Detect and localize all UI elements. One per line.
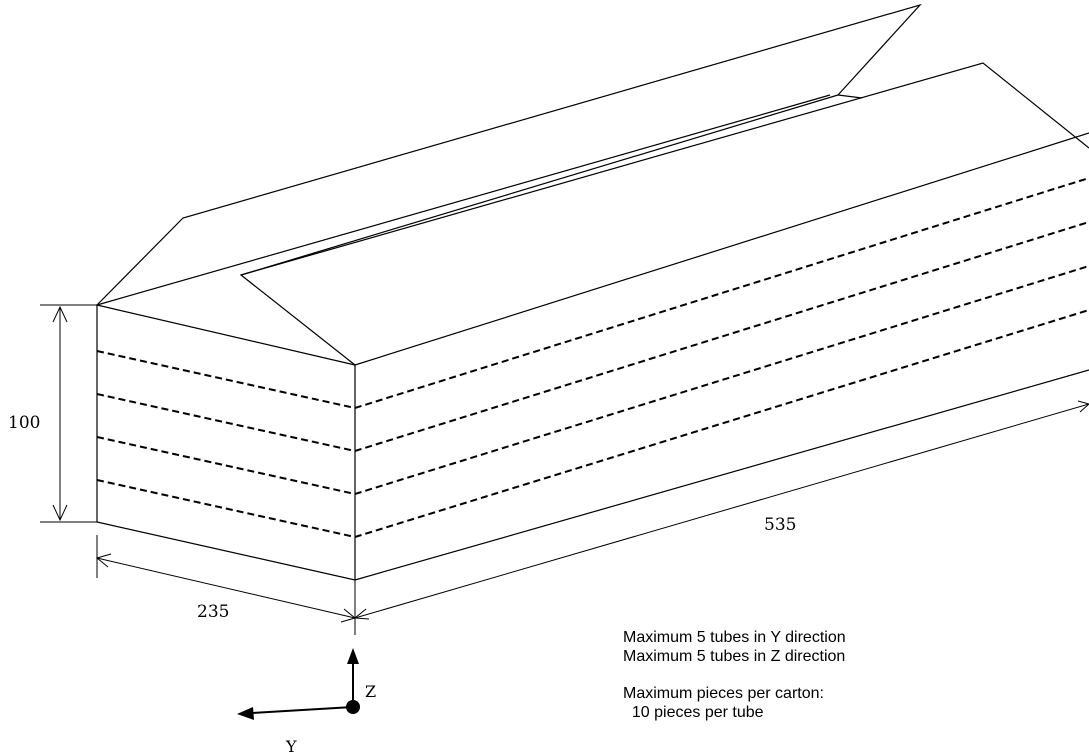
note-max-pieces: Maximum pieces per carton: (623, 685, 824, 702)
tube-layer-line (96, 265, 1089, 496)
width-label: 235 (197, 602, 229, 622)
width-dimension-line (96, 557, 356, 619)
carton-top-back-edge (96, 94, 831, 306)
notes-spacer (623, 666, 846, 684)
width-arrow-left (95, 553, 112, 568)
note-pieces-per-tube: 10 pieces per tube (623, 704, 764, 721)
tube-layer-line (96, 221, 1089, 453)
y-axis-arrowhead (237, 707, 254, 720)
carton-right-flap-ridge (240, 94, 839, 276)
tube-layer-line (96, 309, 1089, 539)
carton-left-flap (96, 3, 922, 306)
carton-side-face-top-edge (354, 132, 1089, 366)
length-dimension-line (354, 403, 1089, 619)
length-arrow-right (1077, 400, 1089, 413)
carton-flap-join (837, 94, 863, 99)
z-axis-arrowhead (347, 648, 359, 664)
height-arrow-bottom (52, 504, 68, 522)
tube-layer-line (96, 177, 1089, 410)
length-label: 535 (764, 515, 796, 535)
carton-side-face-bottom-edge (354, 369, 1089, 581)
note-z-direction: Maximum 5 tubes in Z direction (623, 648, 846, 665)
carton-right-flap (239, 62, 1089, 366)
length-arrow-left (353, 608, 370, 620)
note-y-direction: Maximum 5 tubes in Y direction (623, 629, 846, 646)
y-axis-line (251, 706, 354, 714)
height-label: 100 (8, 413, 40, 433)
carton-notes: Maximum 5 tubes in Y direction Maximum 5… (623, 628, 846, 722)
height-arrow-top (52, 305, 68, 323)
z-axis-label: Z (365, 682, 376, 701)
y-axis-label: Y (285, 737, 297, 754)
axis-origin-dot (346, 700, 360, 714)
